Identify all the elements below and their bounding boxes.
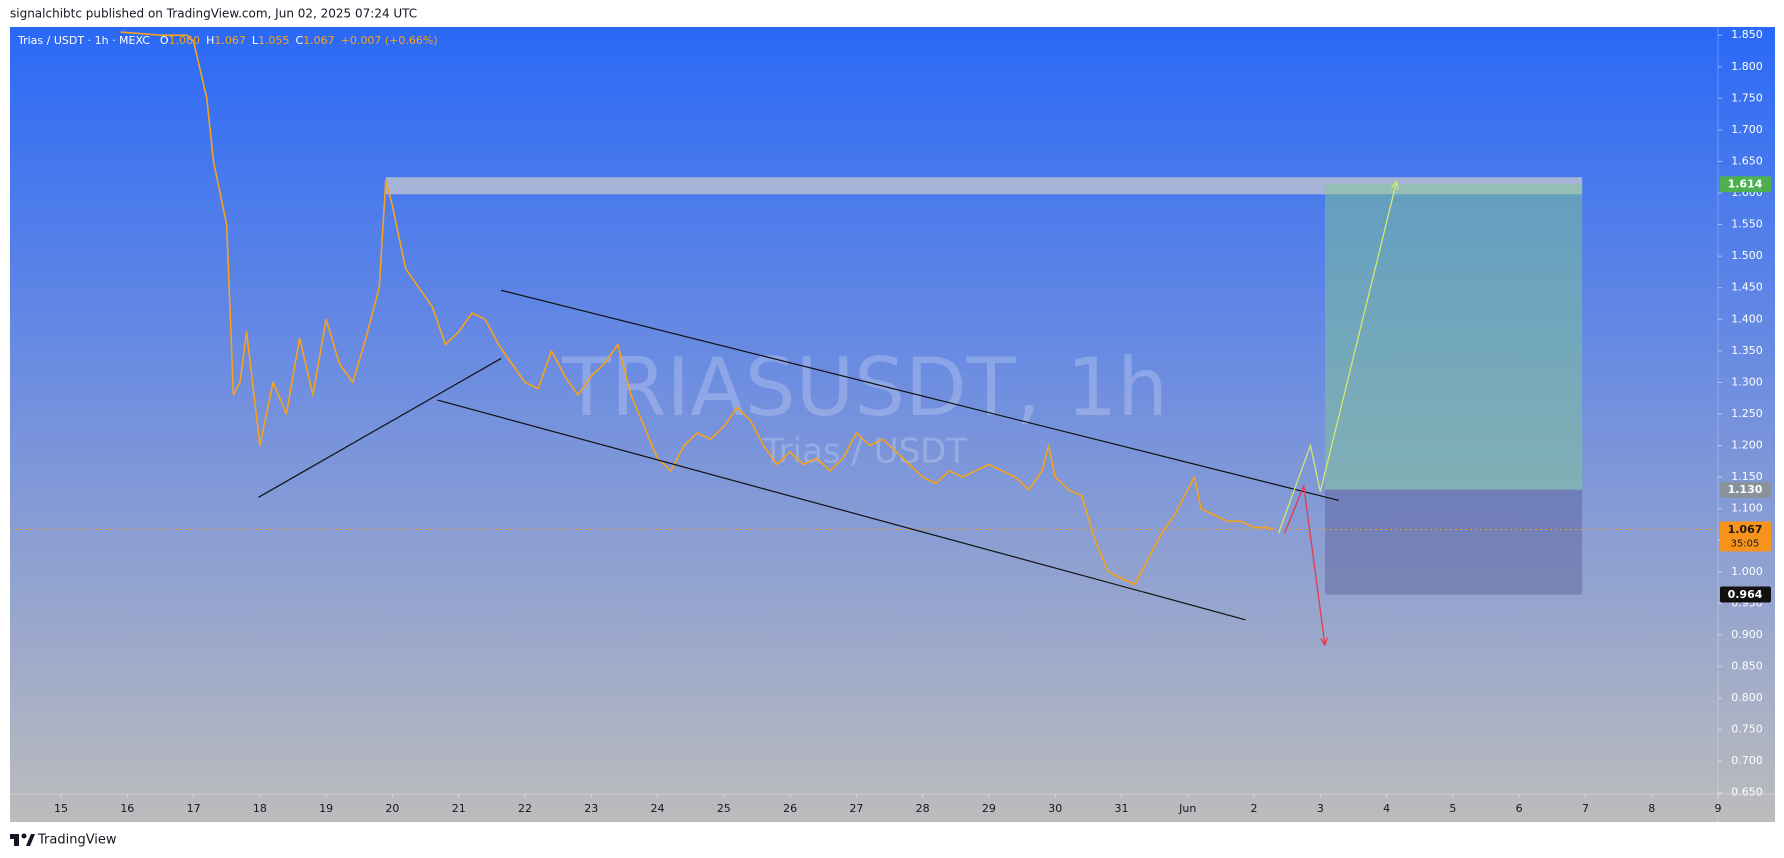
x-tick-label: 23 bbox=[584, 802, 598, 815]
price-tag bbox=[1720, 481, 1771, 498]
x-tick-label: 18 bbox=[253, 802, 267, 815]
watermark: TRIASUSDT, 1h bbox=[561, 341, 1168, 434]
y-tick-label: 1.350 bbox=[1731, 344, 1763, 357]
countdown: 35:05 bbox=[1731, 538, 1760, 549]
y-tick-label: 0.650 bbox=[1731, 786, 1763, 799]
x-tick-label: 4 bbox=[1383, 802, 1390, 815]
y-tick-label: 1.550 bbox=[1731, 218, 1763, 231]
x-tick-label: 5 bbox=[1449, 802, 1456, 815]
price-tag-label: 0.964 bbox=[1728, 588, 1763, 601]
x-tick-label: 22 bbox=[518, 802, 532, 815]
x-tick-label: 2 bbox=[1251, 802, 1258, 815]
y-tick-label: 0.900 bbox=[1731, 628, 1763, 641]
ohlc-value: 1.067 bbox=[214, 34, 246, 47]
ohlc-value: 1.055 bbox=[258, 34, 290, 47]
x-tick-label: 26 bbox=[783, 802, 797, 815]
y-tick-label: 0.800 bbox=[1731, 691, 1763, 704]
trend-line bbox=[437, 399, 1246, 621]
x-tick-label: 8 bbox=[1648, 802, 1655, 815]
x-tick-label: 25 bbox=[717, 802, 731, 815]
x-tick-label: 30 bbox=[1048, 802, 1062, 815]
x-tick-label: 20 bbox=[385, 802, 399, 815]
y-tick-label: 1.000 bbox=[1731, 565, 1763, 578]
y-tick-label: 0.750 bbox=[1731, 723, 1763, 736]
y-tick-label: 1.850 bbox=[1731, 28, 1763, 41]
x-tick-label: 27 bbox=[849, 802, 863, 815]
y-tick-label: 1.250 bbox=[1731, 407, 1763, 420]
ohlc-label: C bbox=[295, 34, 303, 47]
change: +0.007 (+0.66%) bbox=[341, 34, 438, 47]
watermark-sub: Trias / USDT bbox=[762, 432, 967, 472]
x-tick-label: 21 bbox=[452, 802, 466, 815]
price-line bbox=[120, 31, 1275, 586]
price-tag-label: 1.130 bbox=[1728, 483, 1763, 496]
y-tick-label: 1.400 bbox=[1731, 312, 1763, 325]
x-tick-label: 24 bbox=[651, 802, 665, 815]
trend-line bbox=[500, 289, 1340, 502]
chart-background bbox=[10, 27, 1775, 822]
price-tag-label: 1.614 bbox=[1728, 178, 1763, 191]
x-tick-label: 3 bbox=[1317, 802, 1324, 815]
ohlc-value: 1.067 bbox=[303, 34, 335, 47]
y-tick-label: 0.700 bbox=[1731, 754, 1763, 767]
symbol: Trias / USDT · 1h · MEXC bbox=[17, 34, 150, 47]
target-box bbox=[1324, 184, 1583, 490]
stop-box bbox=[1324, 489, 1583, 595]
price-tag bbox=[1720, 586, 1771, 603]
x-tick-label: Jun bbox=[1178, 802, 1196, 815]
plot-layer: 0.6500.7000.7500.8000.8500.9000.9501.000… bbox=[10, 28, 1771, 815]
y-tick-label: 0.850 bbox=[1731, 659, 1763, 672]
y-tick-label: 1.200 bbox=[1731, 439, 1763, 452]
x-tick-label: 31 bbox=[1114, 802, 1128, 815]
ohlc-label: H bbox=[206, 34, 214, 47]
x-tick-label: 7 bbox=[1582, 802, 1589, 815]
y-tick-label: 1.300 bbox=[1731, 375, 1763, 388]
x-tick-label: 6 bbox=[1516, 802, 1523, 815]
x-tick-label: 29 bbox=[982, 802, 996, 815]
arrow-path bbox=[1283, 483, 1326, 646]
y-tick-label: 1.100 bbox=[1731, 502, 1763, 515]
trend-line bbox=[258, 357, 502, 498]
chart-legend: Trias / USDT · 1h · MEXC O1.060 H1.067 L1.0… bbox=[17, 34, 438, 47]
publisher-line: signalchibtc published on TradingView.co… bbox=[10, 7, 417, 21]
current-price-tag bbox=[1720, 521, 1771, 552]
x-tick-label: 19 bbox=[319, 802, 333, 815]
x-tick-label: 28 bbox=[916, 802, 930, 815]
y-tick-label: 1.150 bbox=[1731, 470, 1763, 483]
y-tick-label: 1.450 bbox=[1731, 281, 1763, 294]
resistance-zone bbox=[385, 177, 1583, 195]
y-tick-label: 1.700 bbox=[1731, 123, 1763, 136]
brand-logo bbox=[10, 833, 35, 846]
ohlc-value: 1.060 bbox=[169, 34, 201, 47]
y-tick-label: 1.500 bbox=[1731, 249, 1763, 262]
ohlc-label: L bbox=[252, 34, 259, 47]
price-tag bbox=[1720, 176, 1771, 193]
x-tick-label: 16 bbox=[120, 802, 134, 815]
arrow-head bbox=[1320, 637, 1329, 647]
ohlc-label: O bbox=[160, 34, 169, 47]
x-tick-label: 9 bbox=[1715, 802, 1722, 815]
arrow-head bbox=[1390, 180, 1399, 190]
y-tick-label: 1.650 bbox=[1731, 154, 1763, 167]
brand: TradingView bbox=[37, 833, 117, 848]
y-tick-label: 1.750 bbox=[1731, 91, 1763, 104]
arrow-path bbox=[1277, 181, 1398, 534]
y-tick-label: 1.800 bbox=[1731, 60, 1763, 73]
x-tick-label: 15 bbox=[54, 802, 68, 815]
current-price-label: 1.067 bbox=[1728, 523, 1763, 536]
x-tick-label: 17 bbox=[187, 802, 201, 815]
